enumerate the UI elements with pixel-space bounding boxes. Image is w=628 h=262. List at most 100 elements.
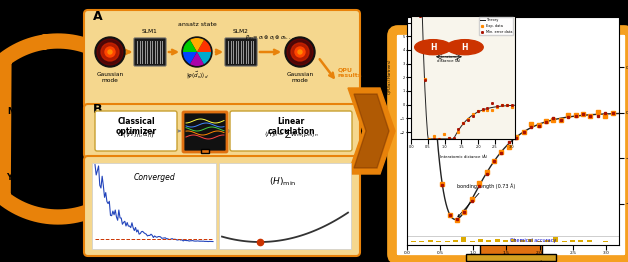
Bar: [428, 240, 433, 242]
FancyBboxPatch shape: [466, 254, 556, 261]
Bar: [545, 240, 550, 242]
Wedge shape: [183, 40, 197, 52]
Text: Converged: Converged: [134, 173, 176, 182]
Theory: [587, 113, 594, 116]
Text: SLM1: SLM1: [142, 29, 158, 34]
Text: $P_m = \sigma_i \otimes \sigma_j \otimes \sigma_k...$: $P_m = \sigma_i \otimes \sigma_j \otimes…: [246, 34, 295, 44]
Circle shape: [105, 47, 115, 57]
Circle shape: [287, 39, 313, 65]
FancyBboxPatch shape: [183, 112, 227, 152]
Text: Interatomic
distance (Å): Interatomic distance (Å): [437, 55, 460, 63]
Exp. data: [594, 110, 602, 113]
Exp. data: [498, 150, 506, 153]
Bar: [536, 241, 541, 242]
Circle shape: [95, 37, 125, 67]
Text: QPU
results: QPU results: [338, 67, 362, 78]
Min. error data: [445, 137, 453, 140]
Exp. data: [445, 136, 453, 139]
Line: Min. error data: Min. error data: [419, 15, 512, 141]
Circle shape: [295, 47, 305, 57]
Min. error data: [440, 139, 448, 142]
FancyBboxPatch shape: [230, 111, 352, 151]
Bar: [528, 239, 533, 242]
Exp. data: [571, 113, 579, 116]
Min. error data: [416, 14, 423, 17]
Text: $|\vec{\Delta}_n|^2 < \epsilon$?: $|\vec{\Delta}_n|^2 < \epsilon$?: [18, 134, 52, 148]
Wedge shape: [183, 52, 197, 64]
FancyBboxPatch shape: [92, 163, 216, 249]
Circle shape: [97, 39, 123, 65]
Circle shape: [447, 40, 483, 55]
Exp. data: [534, 123, 542, 126]
Bar: [420, 241, 425, 242]
Circle shape: [182, 37, 212, 67]
Exp. data: [503, 104, 511, 107]
Theory: [539, 121, 546, 124]
Y-axis label: QPU$_{\rm loss}$ (Hartrees): QPU$_{\rm loss}$ (Hartrees): [387, 59, 394, 95]
Bar: [561, 241, 566, 242]
Exp. data: [464, 117, 472, 121]
Text: A: A: [93, 10, 102, 23]
Min. error data: [528, 125, 535, 128]
Theory: [615, 112, 623, 115]
Bar: [411, 241, 416, 242]
Min. error data: [557, 118, 565, 122]
FancyBboxPatch shape: [134, 38, 166, 66]
Exp. data: [490, 159, 498, 162]
Min. error data: [426, 138, 433, 141]
Text: $O(\langle H \rangle_n, \vec{\alpha}_n)$: $O(\langle H \rangle_n, \vec{\alpha}_n)$: [117, 128, 155, 140]
FancyBboxPatch shape: [480, 244, 542, 258]
Line: Exp. data: Exp. data: [419, 14, 512, 141]
Min. error data: [455, 128, 462, 131]
Exp. data: [446, 213, 453, 216]
Exp. data: [498, 103, 506, 106]
Min. error data: [474, 110, 482, 113]
Text: $\vec{\alpha}_{n+1}$: $\vec{\alpha}_{n+1}$: [22, 67, 42, 80]
Min. error data: [421, 79, 428, 82]
Exp. data: [609, 111, 616, 114]
Min. error data: [438, 183, 446, 187]
Wedge shape: [197, 40, 211, 52]
Min. error data: [503, 103, 511, 106]
Min. error data: [475, 184, 483, 187]
Text: bonding length (0.73 Å): bonding length (0.73 Å): [457, 183, 515, 217]
Min. error data: [579, 113, 587, 116]
Circle shape: [414, 40, 452, 55]
Min. error data: [460, 121, 467, 124]
Exp. data: [474, 110, 482, 113]
Text: ansatz state: ansatz state: [178, 22, 217, 27]
Text: H: H: [462, 43, 468, 52]
X-axis label: Interatomic distance (Å): Interatomic distance (Å): [440, 155, 487, 159]
Exp. data: [430, 135, 438, 138]
Bar: [578, 240, 583, 242]
Exp. data: [550, 118, 557, 121]
Min. error data: [431, 100, 438, 103]
Min. error data: [609, 112, 616, 115]
Exp. data: [520, 130, 528, 133]
Line: Min. error data: Min. error data: [433, 100, 614, 220]
Min. error data: [483, 172, 490, 176]
Bar: [470, 241, 475, 242]
FancyBboxPatch shape: [95, 111, 177, 151]
Min. error data: [550, 117, 557, 120]
Bar: [486, 240, 491, 242]
Min. error data: [479, 108, 486, 111]
Min. error data: [498, 151, 506, 154]
Exp. data: [455, 130, 462, 134]
Theory: [426, 10, 434, 13]
Exp. data: [475, 181, 483, 184]
Text: Classical
optimizer: Classical optimizer: [116, 117, 156, 137]
Min. error data: [469, 114, 477, 117]
Bar: [453, 240, 458, 242]
Min. error data: [508, 103, 516, 106]
FancyBboxPatch shape: [84, 104, 360, 158]
Exp. data: [416, 14, 423, 17]
Exp. data: [483, 171, 490, 174]
Theory: [482, 108, 489, 111]
Exp. data: [431, 105, 438, 108]
Min. error data: [542, 120, 550, 123]
Text: Gaussian
mode: Gaussian mode: [286, 72, 313, 83]
Exp. data: [528, 122, 535, 125]
Exp. data: [587, 115, 594, 118]
Circle shape: [298, 50, 302, 54]
